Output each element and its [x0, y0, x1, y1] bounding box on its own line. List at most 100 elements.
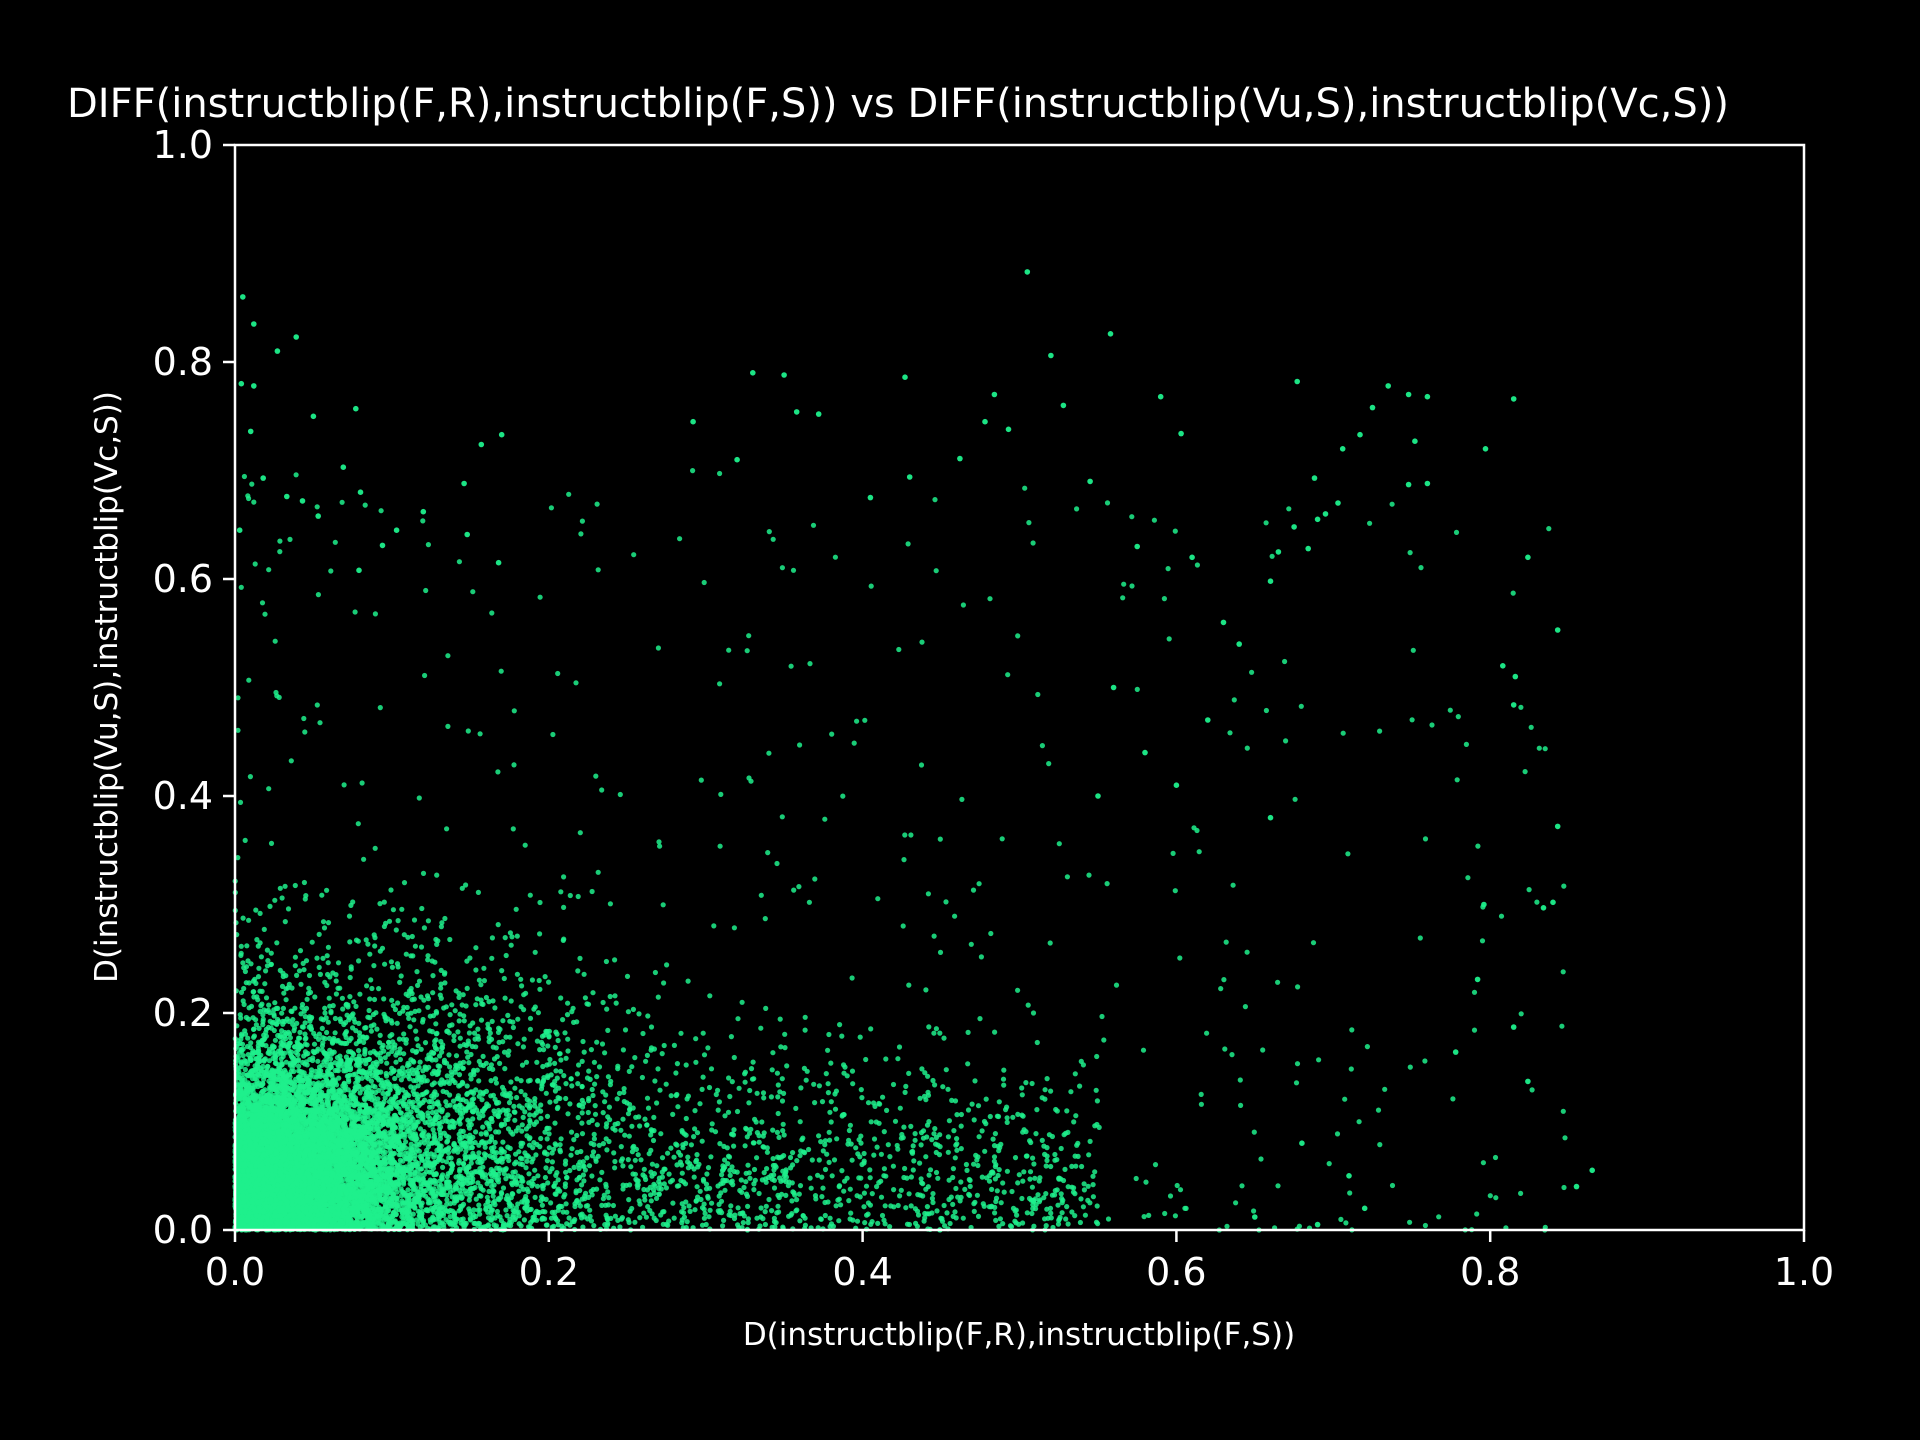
data-point: [563, 1095, 569, 1102]
data-point: [366, 1007, 372, 1014]
data-point: [423, 1090, 429, 1096]
data-point: [602, 1099, 608, 1105]
data-point: [700, 1176, 707, 1183]
data-point: [976, 1134, 982, 1140]
data-point: [906, 982, 912, 988]
data-point: [397, 1056, 403, 1063]
data-point: [279, 1010, 285, 1016]
data-point: [394, 1020, 400, 1026]
data-point: [717, 1141, 723, 1147]
data-point: [397, 979, 403, 986]
data-point: [538, 1102, 544, 1108]
data-point: [388, 887, 394, 893]
data-point: [943, 899, 949, 905]
data-point: [522, 842, 528, 848]
data-point: [828, 1119, 834, 1125]
data-point: [680, 1145, 686, 1151]
data-point: [797, 742, 803, 748]
data-point: [983, 1096, 989, 1102]
data-point: [819, 1194, 825, 1200]
data-point: [508, 998, 514, 1004]
data-point: [566, 1215, 572, 1221]
data-point: [1204, 1030, 1210, 1036]
data-point: [452, 1008, 458, 1014]
data-point: [822, 1166, 829, 1173]
data-point: [1450, 1096, 1456, 1102]
data-point: [515, 1201, 521, 1207]
data-point: [735, 1016, 741, 1022]
data-point: [437, 1053, 443, 1059]
data-point: [1239, 1183, 1245, 1189]
data-point: [812, 1100, 818, 1106]
data-point: [1090, 1173, 1096, 1179]
data-point: [325, 1019, 331, 1025]
data-point: [789, 1198, 795, 1204]
data-point: [632, 1055, 638, 1061]
data-point: [1059, 1210, 1065, 1216]
data-point: [356, 1048, 362, 1054]
data-point: [494, 1054, 500, 1060]
data-point: [327, 1047, 333, 1053]
data-point: [534, 1038, 541, 1044]
data-point: [548, 505, 555, 511]
data-point: [941, 1035, 947, 1041]
data-point: [918, 1130, 925, 1136]
data-point: [930, 1191, 936, 1197]
data-point: [592, 1111, 599, 1117]
data-point: [476, 1058, 482, 1064]
data-point: [262, 981, 268, 987]
data-point: [355, 938, 361, 944]
data-point: [240, 960, 246, 966]
data-point: [238, 943, 244, 949]
data-point: [377, 901, 383, 907]
data-point: [440, 1088, 446, 1094]
data-point: [493, 1080, 499, 1086]
data-point: [589, 1086, 595, 1093]
data-point: [918, 762, 925, 768]
data-point: [279, 895, 285, 901]
data-point: [312, 994, 318, 1000]
data-point: [595, 869, 601, 875]
data-point: [584, 1155, 590, 1161]
data-point: [747, 1087, 753, 1094]
data-point: [683, 1062, 689, 1068]
data-point: [476, 1150, 482, 1156]
data-point: [1231, 697, 1237, 703]
data-point: [1518, 1190, 1524, 1196]
data-point: [252, 561, 258, 567]
data-point: [332, 1015, 338, 1022]
data-point: [1140, 1047, 1147, 1053]
data-point: [488, 1062, 494, 1068]
data-point: [378, 508, 384, 514]
data-point: [562, 1161, 569, 1167]
data-point: [616, 1090, 623, 1096]
data-point: [697, 1188, 703, 1194]
data-point: [500, 1018, 506, 1024]
data-point: [652, 969, 659, 976]
data-point: [438, 1182, 444, 1189]
data-point: [235, 727, 241, 733]
data-point: [292, 954, 298, 960]
data-point: [523, 1059, 530, 1065]
data-point: [1027, 1176, 1033, 1182]
data-point: [401, 1051, 407, 1057]
data-point: [527, 892, 533, 898]
data-point: [1046, 761, 1052, 767]
data-point: [1177, 955, 1183, 961]
data-point: [840, 793, 846, 799]
data-point: [590, 1092, 596, 1099]
data-point: [869, 1191, 875, 1197]
data-point: [272, 897, 278, 903]
data-point: [282, 883, 288, 889]
data-point: [599, 1202, 605, 1208]
data-point: [333, 978, 339, 984]
data-point: [949, 1097, 955, 1103]
data-point: [253, 1022, 259, 1028]
data-point: [381, 899, 387, 905]
data-point: [459, 1002, 465, 1008]
data-point: [545, 1180, 551, 1186]
data-point: [563, 1055, 569, 1061]
data-point: [283, 997, 289, 1003]
data-point: [511, 1109, 517, 1115]
data-point: [258, 1003, 264, 1009]
